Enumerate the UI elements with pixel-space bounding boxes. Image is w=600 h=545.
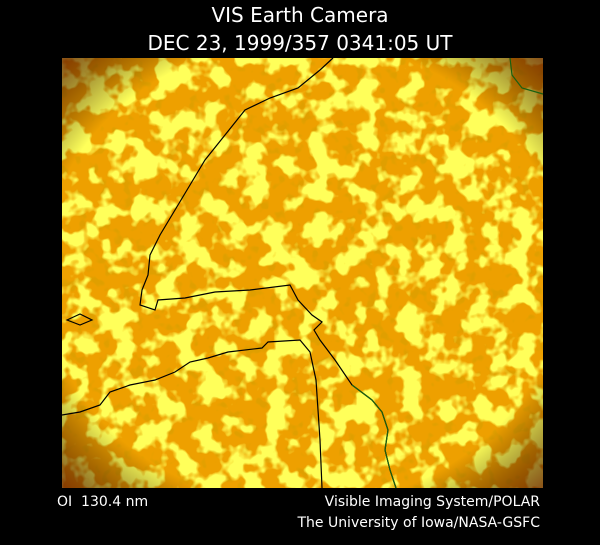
- credit: The University of Iowa/NASA-GSFC: [296, 515, 540, 531]
- wavelength: OI 130.4 nm: [57, 494, 148, 510]
- title: VIS Earth Camera: [211, 3, 388, 27]
- timestamp: DEC 23, 1999/357 0341:05 UT: [148, 31, 454, 55]
- instrument: Visible Imaging System/POLAR: [325, 494, 541, 510]
- earth-image: [61, 57, 544, 489]
